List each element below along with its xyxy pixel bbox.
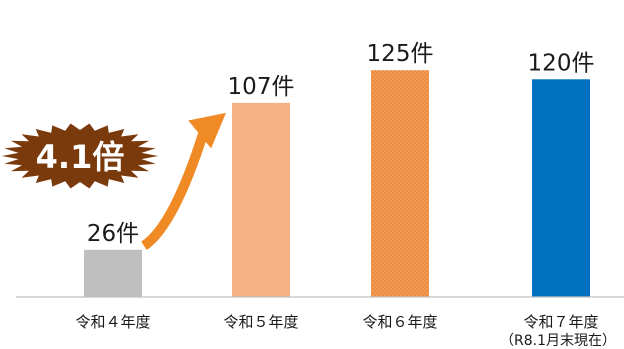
- growth-arrow-shaft: [141, 129, 209, 250]
- value-label-1: 26件: [87, 221, 139, 247]
- value-label-2: 107件: [228, 74, 295, 100]
- category-label-3: 令和６年度: [362, 313, 437, 331]
- category-label-4: 令和７年度: [523, 313, 598, 331]
- bar-3: [371, 70, 429, 297]
- multiplier-badge: [2, 123, 158, 189]
- value-label-3: 125件: [367, 41, 434, 67]
- value-label-4: 120件: [528, 50, 595, 76]
- bar-2: [232, 102, 290, 297]
- bar-1: [84, 249, 142, 297]
- category-note-4: （R8.1月末現在）: [500, 333, 616, 349]
- category-label-1: 令和４年度: [75, 313, 150, 331]
- multiplier-badge-label: 4.1倍: [36, 138, 125, 176]
- category-label-2: 令和５年度: [223, 313, 298, 331]
- growth-arrow-head: [188, 112, 226, 149]
- bar-4: [532, 79, 590, 298]
